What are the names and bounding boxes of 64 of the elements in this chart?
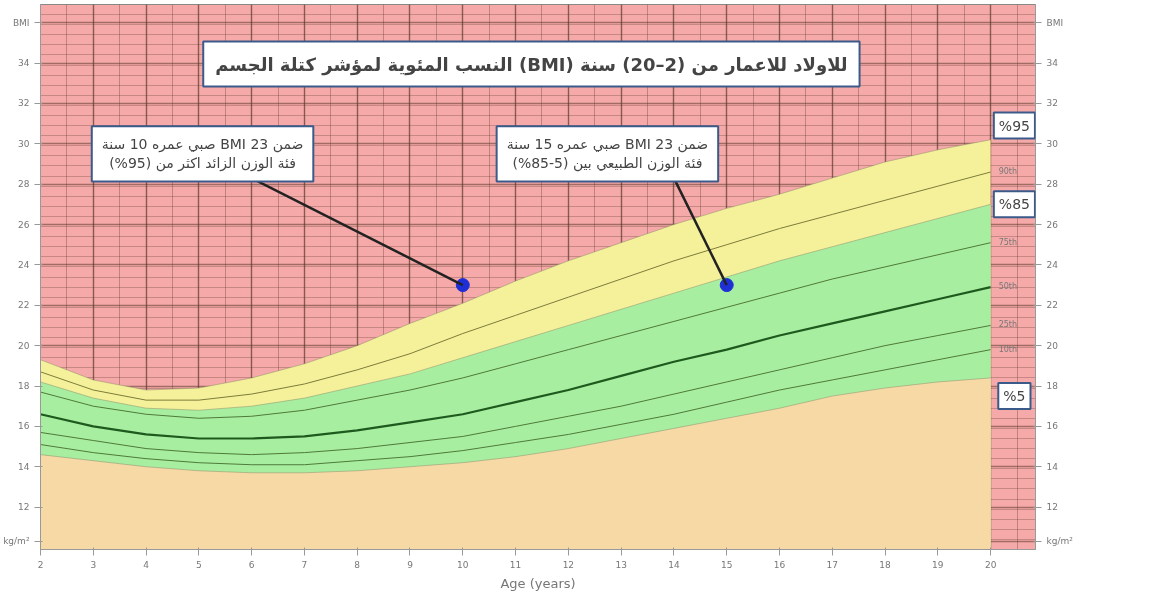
annotation: صبي عمره 10 سنة BMI 23 ضمن فئة الوزن الزائد اكثر من (95%) [101, 136, 304, 173]
x-tick-label: 14 [668, 559, 680, 570]
x-tick-label: 17 [826, 559, 838, 570]
x-tick-label: 19 [932, 559, 944, 570]
y-tick-label: 28 [18, 179, 30, 190]
y-tick-label: 22 [18, 300, 30, 311]
x-tick-label: 9 [407, 559, 414, 570]
y2-tick-label: 28 [1046, 179, 1059, 190]
line-series [40, 242, 992, 419]
line-series [40, 285, 992, 440]
x-tick-label: 3 [90, 559, 97, 570]
y-tick-label: 26 [18, 219, 30, 230]
x-tick-label: 5 [195, 559, 202, 570]
y2-tick-label: kg/m² [1046, 536, 1074, 547]
x-tick-label: 18 [879, 559, 892, 570]
x-tick-label: 13 [615, 559, 627, 570]
y-tick-label: 34 [18, 58, 30, 69]
annotation: %85 [998, 196, 1030, 213]
x-tick-label: 8 [354, 559, 361, 570]
series-label: 25th [998, 320, 1018, 330]
y-tick-label: 30 [18, 138, 30, 149]
y-tick-label: 32 [18, 98, 30, 109]
x-tick-label: 7 [301, 559, 308, 570]
text: النسب المئوية لمؤشر كتلة الجسم (BMI) للاولاد للاعمار من (2–20) سنة [215, 53, 848, 76]
x-tick-label: 12 [562, 559, 575, 570]
y2-tick-label: 26 [1046, 219, 1059, 230]
y2-tick-label: 30 [1046, 138, 1059, 149]
series-label: 90th [998, 167, 1018, 177]
annotation: صبي عمره 15 سنة BMI 23 ضمن فئة الوزن الطبيعي بين (5-85%) [506, 136, 709, 173]
y2-tick-label: BMI [1046, 17, 1064, 28]
y-tick-label: 12 [18, 502, 30, 513]
x-tick-label: 10 [457, 559, 469, 570]
x-tick-label: 15 [720, 559, 733, 570]
y2-tick-label: 16 [1046, 421, 1059, 432]
y-tick-label: 16 [18, 421, 30, 432]
x-axis-title: Age (years) [500, 575, 576, 591]
series-label: 75th [998, 237, 1018, 247]
line-series [40, 349, 992, 466]
x-tick-label: 16 [773, 559, 786, 570]
y2-tick-label: 20 [1046, 340, 1059, 351]
y-tick-label: 20 [18, 340, 30, 351]
annotation: %95 [998, 117, 1030, 134]
y-tick-label: 24 [18, 259, 30, 270]
line-series [40, 324, 992, 456]
x-tick-label: 11 [509, 559, 522, 570]
y-tick-label: 14 [18, 461, 30, 472]
annotation: %5 [1003, 388, 1026, 405]
x-tick-label: 6 [248, 559, 255, 570]
line-series [40, 171, 992, 401]
series-label: 50th [998, 282, 1018, 292]
x-tick-label: 20 [984, 559, 997, 570]
y2-tick-label: 18 [1046, 381, 1059, 391]
y2-tick-label: 14 [1046, 461, 1059, 472]
y2-tick-label: 24 [1046, 259, 1059, 270]
series-label: 10th [998, 344, 1018, 354]
x-tick-label: 4 [143, 559, 150, 570]
y2-tick-label: 22 [1046, 300, 1058, 311]
y2-tick-label: 12 [1046, 502, 1058, 513]
y-tick-label: kg/m² [3, 536, 30, 547]
y2-tick-label: 32 [1046, 98, 1058, 109]
y2-tick-label: 34 [1046, 58, 1059, 69]
y-tick-label: 18 [18, 381, 30, 391]
y-tick-label: BMI [12, 17, 30, 28]
x-tick-label: 2 [37, 559, 44, 570]
